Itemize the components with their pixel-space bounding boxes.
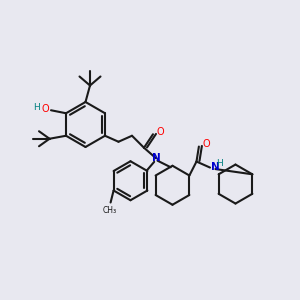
Text: O: O	[202, 139, 210, 149]
Text: O: O	[157, 127, 164, 137]
Text: CH₃: CH₃	[103, 206, 117, 215]
Text: O: O	[42, 104, 50, 114]
Text: H: H	[217, 159, 223, 168]
Text: H: H	[33, 103, 40, 112]
Text: N: N	[152, 153, 160, 163]
Text: N: N	[212, 162, 220, 172]
